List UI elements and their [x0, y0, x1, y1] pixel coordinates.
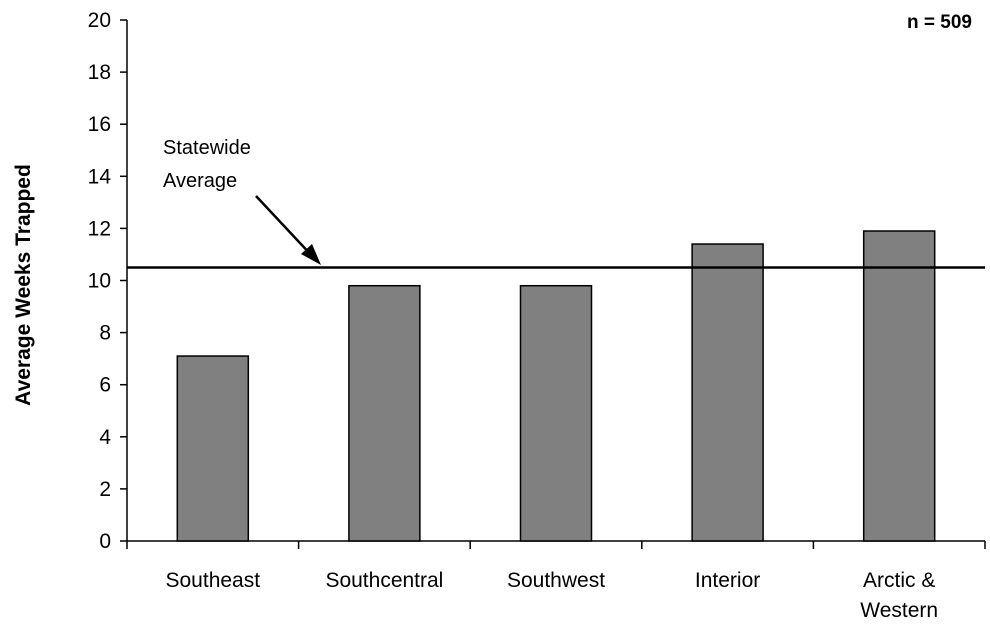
y-axis-title: Average Weeks Trapped: [12, 164, 35, 406]
x-tick-label-line: Southwest: [507, 569, 605, 592]
x-tick-label-line: Western: [860, 599, 938, 622]
x-tick-label: Southwest: [507, 569, 605, 592]
reference-line-label: Statewide Average: [163, 137, 251, 192]
y-tick-label: 12: [88, 217, 111, 240]
x-tick-label-line: Arctic &: [863, 569, 935, 592]
x-tick-label-line: Southeast: [166, 569, 261, 592]
sample-size-label: n = 509: [907, 12, 972, 33]
reference-label-line: Average: [163, 170, 237, 192]
arrow-head: [301, 244, 321, 265]
bar: [691, 243, 764, 542]
y-tick-label: 2: [99, 478, 111, 501]
y-tick-label: 4: [99, 426, 111, 449]
bars: [176, 230, 936, 542]
y-tick-label: 14: [88, 165, 112, 188]
y-tick-label: 10: [88, 270, 111, 293]
bar: [176, 355, 250, 542]
y-tick-label: 8: [99, 322, 111, 345]
x-tick-label-line: Southcentral: [325, 569, 443, 592]
y-tick-label: 6: [99, 374, 111, 397]
x-tick-label-line: Interior: [695, 569, 760, 592]
y-tick-label: 0: [99, 530, 111, 553]
y-tick-label: 18: [88, 61, 111, 84]
statewide-average-line: Statewide Average: [127, 137, 985, 269]
x-axis: Southeast Southcentral Southwest Interior Ar…: [126, 540, 986, 622]
x-tick-label: Interior: [695, 569, 760, 592]
reference-label-line: Statewide: [163, 137, 251, 159]
x-tick-label: Southcentral: [325, 569, 443, 592]
y-tick-label: 20: [88, 9, 111, 32]
x-tick-label: Arctic & Western: [860, 569, 938, 622]
bar: [519, 284, 593, 542]
x-tick-label: Southeast: [166, 569, 261, 592]
y-axis: 0 2 4 6 8 10 12 14 16 18 20: [88, 9, 128, 553]
bar: [862, 230, 936, 542]
annotation-arrow: [255, 195, 315, 259]
bar: [348, 284, 421, 542]
y-tick-label: 16: [88, 113, 111, 136]
